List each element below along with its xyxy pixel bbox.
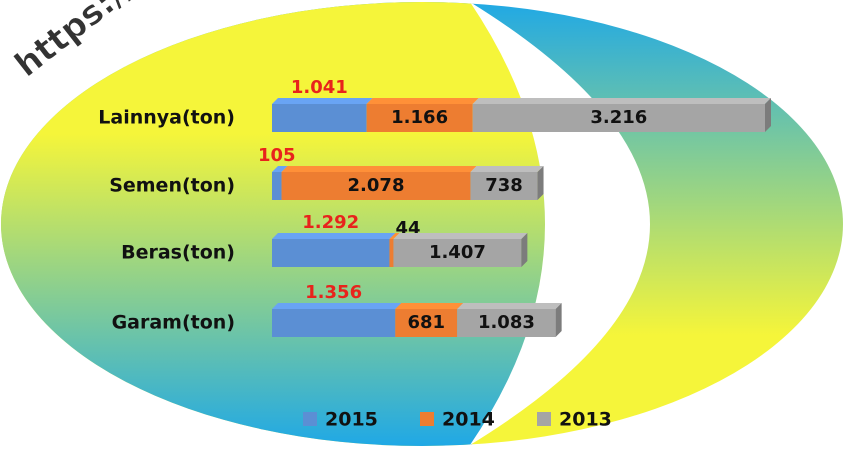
data-label: 1.041 — [291, 77, 348, 98]
data-label: 1.083 — [478, 312, 535, 333]
legend-swatch — [420, 412, 434, 426]
bar-end — [555, 303, 562, 337]
legend-label: 2013 — [559, 409, 612, 431]
bar — [281, 172, 471, 200]
data-label: 3.216 — [590, 107, 647, 128]
bar-top — [272, 303, 402, 309]
bar — [272, 309, 396, 337]
data-label: 1.407 — [429, 242, 486, 263]
bar-top — [281, 166, 477, 172]
bar-top — [395, 303, 464, 309]
bar-top — [470, 166, 544, 172]
category-label: Beras(ton) — [121, 242, 235, 264]
bar — [389, 239, 394, 267]
legend-swatch — [537, 412, 551, 426]
bar-top — [272, 98, 373, 104]
bar-top — [366, 98, 479, 104]
bar — [393, 239, 522, 267]
data-label: 1.292 — [302, 212, 359, 233]
bar — [457, 309, 556, 337]
data-label: 105 — [258, 145, 296, 166]
bar — [272, 104, 367, 132]
bar-top — [272, 233, 396, 239]
data-label: 1.166 — [391, 107, 448, 128]
bar-top — [389, 233, 400, 239]
bar — [272, 239, 390, 267]
legend-label: 2015 — [325, 409, 378, 431]
bar — [272, 172, 282, 200]
bar-top — [457, 303, 562, 309]
category-label: Semen(ton) — [109, 175, 235, 197]
legend-swatch — [303, 412, 317, 426]
bar — [470, 172, 538, 200]
data-label: 2.078 — [348, 175, 405, 196]
bar — [472, 104, 765, 132]
data-label: 681 — [407, 312, 445, 333]
bar-end — [521, 233, 528, 267]
bar-top — [472, 98, 771, 104]
bar-top — [272, 166, 288, 172]
bar-end — [537, 166, 544, 200]
legend-label: 2014 — [442, 409, 495, 431]
category-label: Garam(ton) — [112, 312, 235, 334]
bar-top — [393, 233, 528, 239]
bar — [366, 104, 473, 132]
data-label: 738 — [485, 175, 523, 196]
category-label: Lainnya(ton) — [98, 107, 235, 129]
bar — [395, 309, 458, 337]
data-label: 1.356 — [305, 282, 362, 303]
bar-end — [765, 98, 771, 132]
